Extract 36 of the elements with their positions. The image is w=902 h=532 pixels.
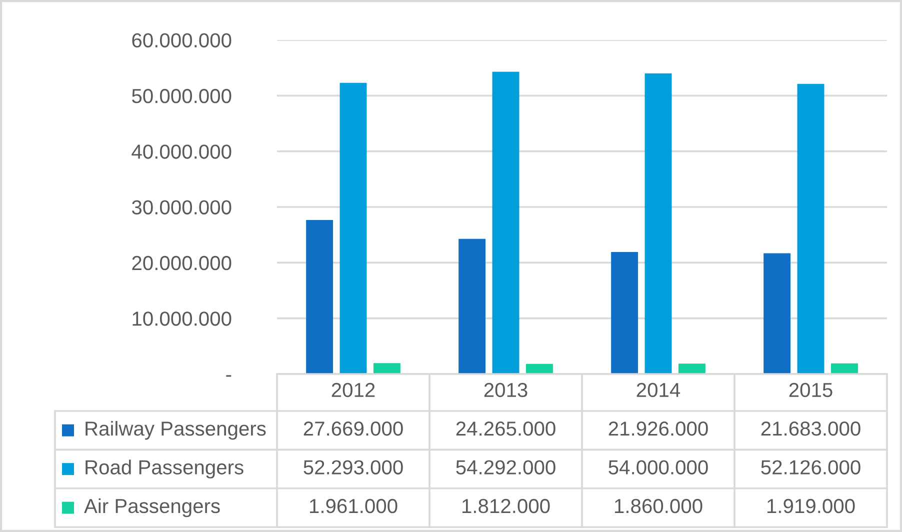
data-label: 21.926.000	[608, 421, 708, 436]
data-label: 27.669.000	[304, 421, 403, 436]
x-tick-label: 2012	[332, 382, 375, 398]
bar	[764, 253, 791, 374]
y-tick-label: 20.000.000	[132, 256, 232, 270]
data-label: 54.292.000	[456, 460, 556, 474]
data-label: 1.860.000	[614, 498, 702, 514]
x-tick-label: 2014	[636, 382, 680, 398]
y-tick-label: 50.000.000	[132, 88, 232, 104]
legend-label: Air Passengers	[84, 498, 220, 518]
bar	[797, 84, 824, 374]
data-label: 1.812.000	[462, 498, 550, 514]
y-tick-label: 40.000.000	[132, 144, 232, 159]
x-tick-label: 2015	[789, 382, 832, 398]
data-label: 24.265.000	[456, 421, 556, 436]
data-label: 1.919.000	[767, 498, 855, 514]
bar	[458, 238, 486, 374]
x-tick-label: 2013	[484, 382, 528, 398]
legend-label: Railway Passengers	[86, 420, 266, 440]
bar	[306, 220, 334, 374]
legend-label: Road Passengers	[86, 460, 244, 478]
bar	[611, 252, 638, 374]
bar	[492, 72, 520, 374]
y-tick-label: 60.000.000	[132, 33, 232, 48]
bar	[678, 364, 706, 374]
data-label: 21.683.000	[761, 421, 860, 436]
y-tick-label: 30.000.000	[132, 200, 232, 214]
data-label: 52.293.000	[304, 460, 403, 474]
data-label: 54.000.000	[608, 460, 708, 474]
bar	[644, 73, 672, 374]
bar	[373, 363, 400, 374]
data-label: 1.961.000	[310, 498, 398, 514]
data-label: 52.126.000	[761, 460, 860, 474]
y-tick-label: 10.000.000	[132, 312, 232, 326]
y-tick-label: -	[226, 375, 232, 377]
bar	[340, 82, 367, 374]
